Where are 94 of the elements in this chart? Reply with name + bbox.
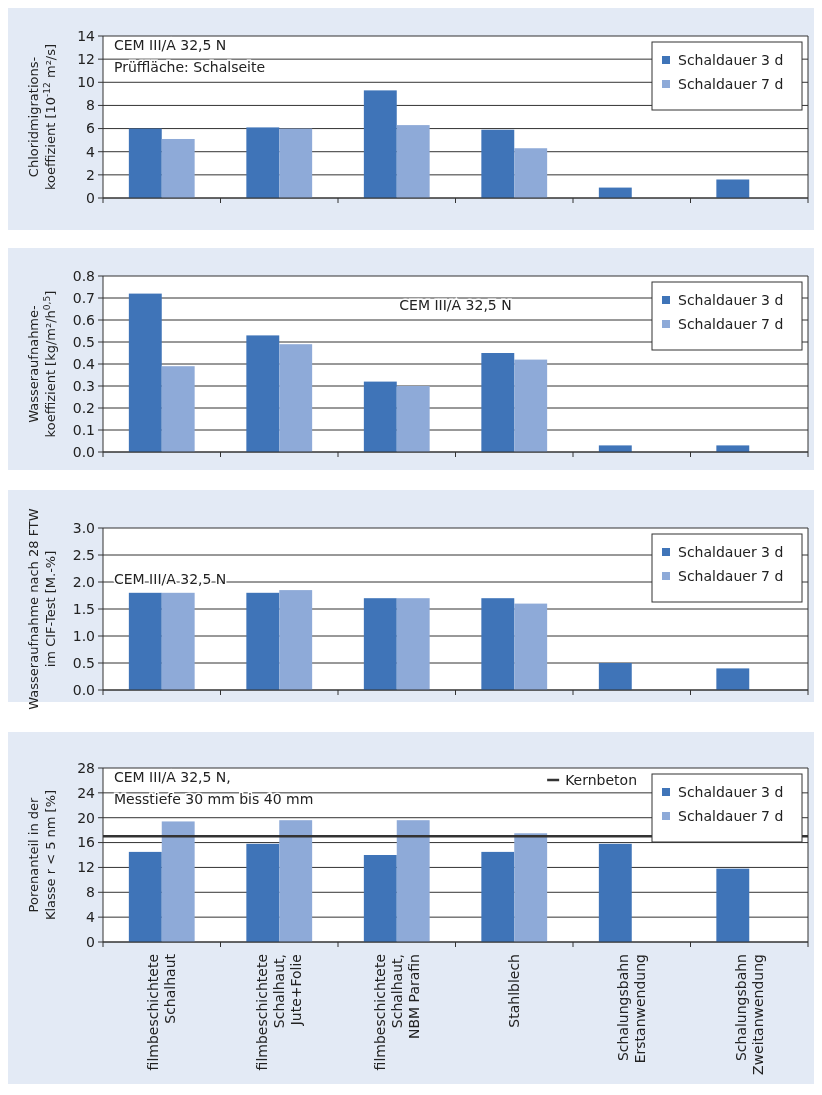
bar	[279, 344, 313, 452]
bar	[128, 293, 162, 452]
y-tick-label: 24	[77, 784, 96, 801]
bar	[514, 148, 548, 198]
x-tick-label: filmbeschichtete Schalhaut, Jute+Folie	[254, 954, 305, 1071]
y-tick-label: 12	[77, 859, 95, 876]
y-tick-label: 0.7	[72, 289, 95, 306]
bar	[481, 851, 515, 942]
legend-label: Schaldauer 7 d	[678, 316, 784, 332]
bar	[246, 127, 280, 198]
bar	[246, 592, 280, 690]
y-tick-label: 0.5	[72, 654, 95, 671]
bar	[128, 592, 162, 690]
y-tick-label: 0.5	[72, 333, 95, 350]
legend-label: Schaldauer 3 d	[678, 544, 784, 560]
bar	[363, 598, 397, 690]
bar	[481, 598, 515, 690]
bar	[161, 138, 195, 198]
bar	[161, 366, 195, 452]
y-tick-label: 4	[86, 143, 96, 160]
y-tick-label: 4	[86, 909, 96, 926]
y-axis-title: Porenanteil in der Klasse r < 5 nm [%]	[25, 789, 58, 921]
bar	[396, 820, 430, 942]
annotation: Messtiefe 30 mm bis 40 mm	[113, 791, 314, 807]
y-tick-label: 14	[77, 27, 96, 44]
bar	[514, 359, 548, 452]
bar	[396, 125, 430, 198]
bar	[128, 851, 162, 942]
y-tick-label: 12	[77, 51, 95, 68]
y-tick-label: 20	[77, 809, 95, 826]
y-tick-label: 28	[77, 759, 95, 776]
y-tick-label: 8	[86, 884, 95, 901]
x-tick-label: Stahlblech	[506, 954, 523, 1028]
y-tick-label: 0.4	[72, 355, 96, 372]
bar	[598, 843, 632, 942]
legend-label: Schaldauer 3 d	[678, 784, 784, 800]
bar	[598, 445, 632, 452]
y-tick-label: 2.0	[72, 573, 95, 590]
annotation: CEM III/A 32,5 N,	[113, 769, 231, 785]
legend-label: Schaldauer 7 d	[678, 568, 784, 584]
bar	[363, 381, 397, 452]
bar	[161, 821, 195, 942]
bar	[363, 855, 397, 942]
bar	[716, 868, 750, 942]
annotation: CEM III/A 32,5 N	[113, 571, 227, 587]
bar	[598, 663, 632, 690]
y-tick-label: 0.1	[72, 421, 95, 438]
legend-label: Schaldauer 7 d	[678, 76, 784, 92]
bar	[279, 128, 313, 198]
y-tick-label: 0.0	[72, 681, 95, 698]
bar	[514, 603, 548, 690]
y-tick-label: 1.0	[72, 627, 95, 644]
legend-label: Kernbeton	[565, 772, 638, 788]
bar	[514, 833, 548, 942]
legend-label: Schaldauer 7 d	[678, 808, 784, 824]
y-tick-label: 2.5	[72, 546, 95, 563]
y-tick-label: 6	[86, 120, 96, 137]
bar	[279, 820, 313, 942]
y-tick-label: 0.6	[72, 311, 96, 328]
bar	[279, 590, 313, 690]
y-tick-label: 2	[86, 166, 95, 183]
bar	[481, 353, 515, 452]
y-tick-label: 0.0	[72, 443, 95, 460]
x-tick-label: Schalungsbahn Erstanwendung	[615, 954, 649, 1064]
y-tick-label: 10	[77, 74, 95, 91]
annotation: CEM III/A 32,5 N	[399, 297, 512, 313]
y-axis-title: Wasseraufnahme nach 28 FTW im CIF-Test [M.-%]	[25, 508, 58, 710]
bar	[246, 843, 280, 942]
bar	[396, 598, 430, 690]
x-tick-label: Schalungsbahn Zweitanwendung	[732, 954, 766, 1075]
bar	[246, 335, 280, 452]
bar	[396, 386, 430, 452]
y-tick-label: 0	[86, 933, 95, 950]
bar	[716, 179, 750, 198]
annotation: Prüffläche: Schalseite	[113, 59, 266, 75]
bar	[716, 668, 750, 690]
x-tick-label: filmbeschichtete Schalhaut	[145, 953, 179, 1071]
y-tick-label: 0.8	[72, 267, 95, 284]
bar	[481, 129, 515, 198]
bar	[716, 445, 750, 452]
y-tick-label: 0.3	[72, 377, 95, 394]
bar	[161, 592, 195, 690]
y-tick-label: 1.5	[72, 600, 95, 617]
bar	[363, 90, 397, 198]
y-tick-label: 16	[77, 834, 96, 851]
bar	[128, 128, 162, 198]
y-tick-label: 0.2	[72, 399, 95, 416]
legend-label: Schaldauer 3 d	[678, 292, 784, 308]
legend-label: Schaldauer 3 d	[678, 52, 784, 68]
annotation: CEM III/A 32,5 N	[113, 37, 227, 53]
y-tick-label: 8	[86, 97, 95, 114]
y-tick-label: 3.0	[72, 519, 95, 536]
y-tick-label: 0	[86, 189, 95, 206]
x-tick-label: filmbeschichtete Schalhaut, NBM Parafin	[371, 954, 422, 1071]
